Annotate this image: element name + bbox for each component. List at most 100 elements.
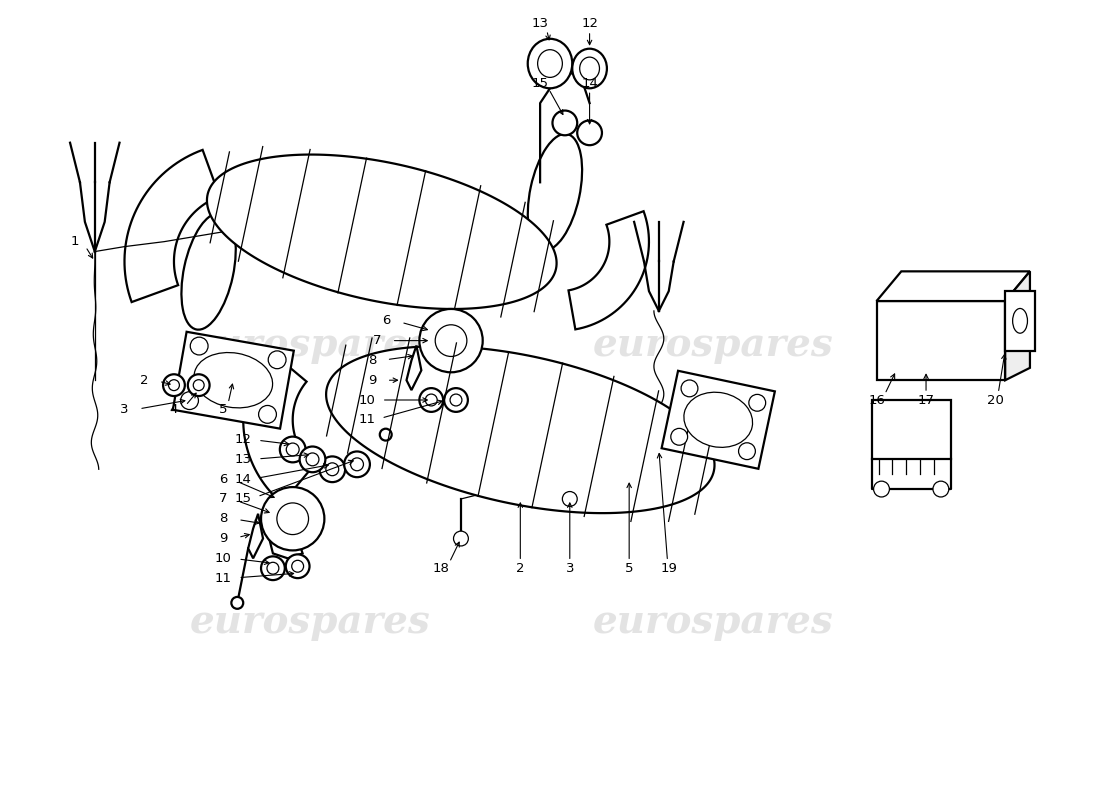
Circle shape <box>379 429 392 441</box>
Ellipse shape <box>528 39 572 88</box>
Text: 5: 5 <box>625 562 634 574</box>
Polygon shape <box>877 301 1005 380</box>
Ellipse shape <box>1013 309 1027 334</box>
Polygon shape <box>877 271 1030 301</box>
Polygon shape <box>871 400 950 459</box>
Text: 9: 9 <box>219 532 228 545</box>
Circle shape <box>873 481 890 497</box>
Ellipse shape <box>453 531 469 546</box>
Circle shape <box>306 453 319 466</box>
Ellipse shape <box>578 121 602 145</box>
Polygon shape <box>124 150 220 302</box>
Text: 2: 2 <box>140 374 148 386</box>
Circle shape <box>190 337 208 355</box>
Ellipse shape <box>194 353 273 408</box>
Circle shape <box>444 388 468 412</box>
Text: 16: 16 <box>868 394 886 406</box>
Text: 11: 11 <box>214 572 232 585</box>
Circle shape <box>279 437 306 462</box>
Text: 12: 12 <box>234 433 252 446</box>
Polygon shape <box>173 332 294 429</box>
Polygon shape <box>249 514 263 558</box>
Text: 19: 19 <box>660 562 678 574</box>
Text: 6: 6 <box>383 314 390 327</box>
Circle shape <box>426 394 437 406</box>
Circle shape <box>286 554 309 578</box>
Text: eurospares: eurospares <box>190 602 431 641</box>
Circle shape <box>344 451 370 477</box>
Polygon shape <box>1005 291 1035 350</box>
Polygon shape <box>243 350 314 503</box>
Circle shape <box>286 443 299 456</box>
Circle shape <box>436 325 466 357</box>
Circle shape <box>299 446 326 472</box>
Text: 12: 12 <box>581 18 598 30</box>
Circle shape <box>258 406 276 423</box>
Ellipse shape <box>580 57 600 80</box>
Ellipse shape <box>684 392 752 447</box>
Text: 11: 11 <box>359 414 375 426</box>
Text: 10: 10 <box>214 552 232 565</box>
Polygon shape <box>661 370 774 469</box>
Circle shape <box>933 481 949 497</box>
Circle shape <box>168 380 179 390</box>
Polygon shape <box>268 529 302 558</box>
Text: 4: 4 <box>169 403 178 416</box>
Circle shape <box>681 380 697 397</box>
Text: 7: 7 <box>373 334 381 347</box>
Circle shape <box>261 487 324 550</box>
Text: eurospares: eurospares <box>593 326 834 363</box>
Text: 2: 2 <box>516 562 525 574</box>
Ellipse shape <box>528 134 582 250</box>
Text: 13: 13 <box>531 18 549 30</box>
Ellipse shape <box>562 491 578 506</box>
Circle shape <box>180 392 198 410</box>
Circle shape <box>738 442 756 460</box>
Polygon shape <box>1005 271 1030 380</box>
Circle shape <box>292 560 304 572</box>
Text: eurospares: eurospares <box>190 326 431 363</box>
Text: 3: 3 <box>565 562 574 574</box>
Text: 14: 14 <box>581 77 598 90</box>
Text: 15: 15 <box>234 493 252 506</box>
Text: 15: 15 <box>531 77 549 90</box>
Circle shape <box>268 351 286 369</box>
Circle shape <box>261 556 285 580</box>
Circle shape <box>351 458 363 470</box>
Ellipse shape <box>538 50 562 78</box>
Text: 18: 18 <box>432 562 450 574</box>
Polygon shape <box>427 370 461 395</box>
Circle shape <box>671 428 688 446</box>
Circle shape <box>749 394 766 411</box>
Ellipse shape <box>182 213 235 330</box>
Circle shape <box>163 374 185 396</box>
Text: 20: 20 <box>987 394 1003 406</box>
Text: 8: 8 <box>367 354 376 367</box>
Polygon shape <box>326 346 715 513</box>
Text: 9: 9 <box>367 374 376 386</box>
Circle shape <box>419 309 483 372</box>
Polygon shape <box>207 154 557 309</box>
Circle shape <box>267 562 279 574</box>
Text: 14: 14 <box>234 473 252 486</box>
Text: 10: 10 <box>359 394 375 406</box>
Circle shape <box>326 463 339 476</box>
Text: 3: 3 <box>120 403 129 416</box>
Ellipse shape <box>572 49 607 88</box>
Text: 13: 13 <box>234 453 252 466</box>
Polygon shape <box>569 211 649 330</box>
Text: eurospares: eurospares <box>593 602 834 641</box>
Circle shape <box>188 374 210 396</box>
Circle shape <box>277 503 308 534</box>
Circle shape <box>450 394 462 406</box>
Text: 1: 1 <box>70 235 79 248</box>
Circle shape <box>319 457 345 482</box>
Text: 7: 7 <box>219 493 228 506</box>
Text: 17: 17 <box>917 394 935 406</box>
Polygon shape <box>407 346 421 390</box>
Circle shape <box>419 388 443 412</box>
Text: 8: 8 <box>219 512 228 526</box>
Text: 5: 5 <box>219 403 228 416</box>
Ellipse shape <box>552 110 578 135</box>
Text: 6: 6 <box>219 473 228 486</box>
